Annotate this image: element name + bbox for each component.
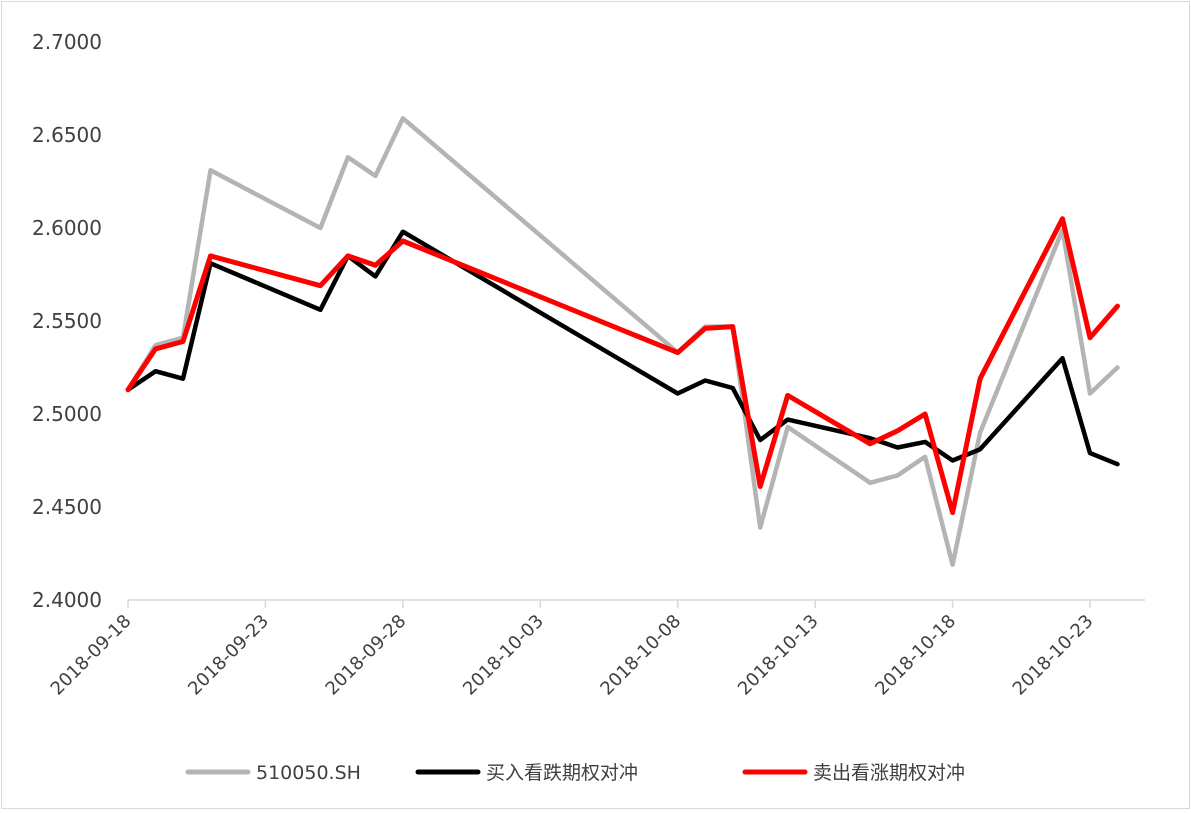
y-tick-label: 2.4500: [32, 495, 102, 519]
y-axis: 2.4000 2.4500 2.5000 2.5500 2.6000 2.6500 2.70…: [32, 30, 102, 612]
y-tick-label: 2.4000: [32, 588, 102, 612]
series-layer: [125, 116, 1120, 567]
y-tick-label: 2.6000: [32, 216, 102, 240]
y-tick-label: 2.7000: [32, 30, 102, 54]
y-tick-label: 2.5500: [32, 309, 102, 333]
legend-label: 买入看跌期权对冲: [486, 762, 638, 784]
legend: 510050.SH 买入看跌期权对冲 卖出看涨期权对冲: [185, 762, 965, 784]
y-tick-label: 2.5000: [32, 402, 102, 426]
series-line-3: [125, 216, 1120, 516]
legend-label: 510050.SH: [256, 762, 361, 784]
series-line-2: [125, 229, 1120, 467]
y-tick-label: 2.6500: [32, 123, 102, 147]
legend-label: 卖出看涨期权对冲: [813, 762, 965, 784]
